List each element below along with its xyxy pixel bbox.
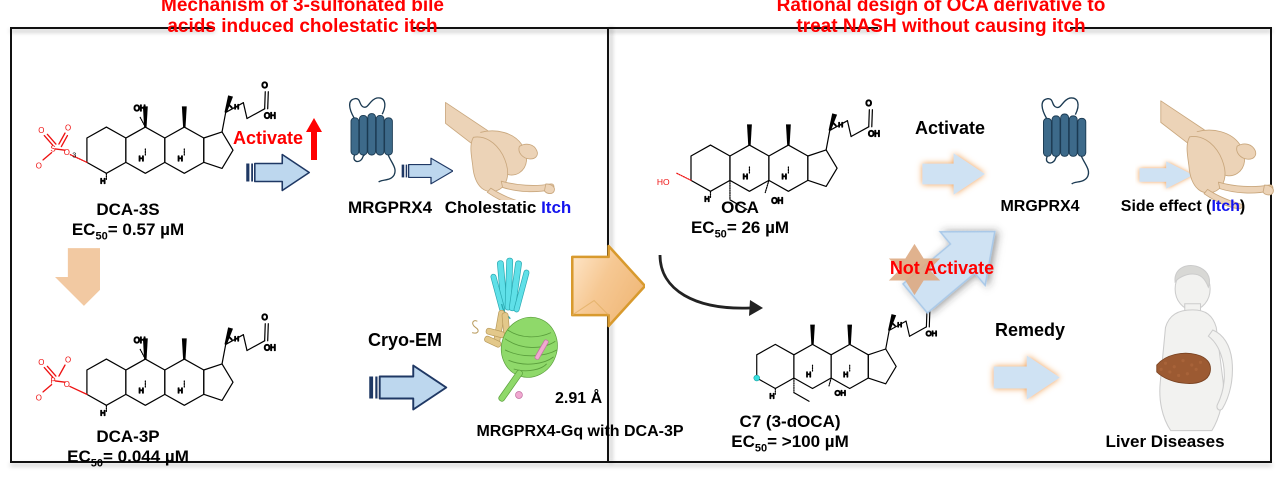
svg-text:O: O xyxy=(36,161,42,170)
svg-text:H: H xyxy=(838,122,843,129)
svg-text:OH: OH xyxy=(926,329,937,338)
svg-text:O: O xyxy=(866,99,872,108)
svg-text:H: H xyxy=(806,372,811,379)
svg-text:O: O xyxy=(64,148,70,157)
svg-text:H: H xyxy=(897,322,902,329)
svg-text:H: H xyxy=(743,172,748,181)
svg-text:O: O xyxy=(64,380,70,389)
svg-text:O: O xyxy=(36,393,42,402)
svg-text:O: O xyxy=(262,313,268,322)
svg-text:H: H xyxy=(139,154,144,163)
svg-text:P: P xyxy=(50,376,55,385)
svg-text:OH: OH xyxy=(134,336,146,345)
svg-text:OH: OH xyxy=(868,130,880,139)
svg-text:O: O xyxy=(38,126,44,135)
svg-text:3: 3 xyxy=(72,150,76,159)
svg-text:H: H xyxy=(139,386,144,395)
svg-text:OH: OH xyxy=(134,104,146,113)
svg-text:H: H xyxy=(770,393,775,400)
svg-text:S: S xyxy=(50,144,55,153)
svg-text:H: H xyxy=(178,154,183,163)
svg-text:OH: OH xyxy=(264,344,276,353)
svg-text:H: H xyxy=(782,172,787,181)
svg-text:OH: OH xyxy=(264,112,276,121)
svg-text:HO: HO xyxy=(657,177,670,187)
svg-text:H: H xyxy=(100,409,105,418)
svg-text:H: H xyxy=(234,336,239,343)
svg-text:H: H xyxy=(234,104,239,111)
svg-text:H: H xyxy=(843,372,848,379)
svg-text:O: O xyxy=(262,81,268,90)
svg-text:O: O xyxy=(65,356,71,365)
svg-text:O: O xyxy=(38,358,44,367)
svg-text:OH: OH xyxy=(835,388,846,397)
svg-text:O: O xyxy=(65,124,71,133)
svg-text:H: H xyxy=(100,177,105,186)
svg-text:H: H xyxy=(178,386,183,395)
